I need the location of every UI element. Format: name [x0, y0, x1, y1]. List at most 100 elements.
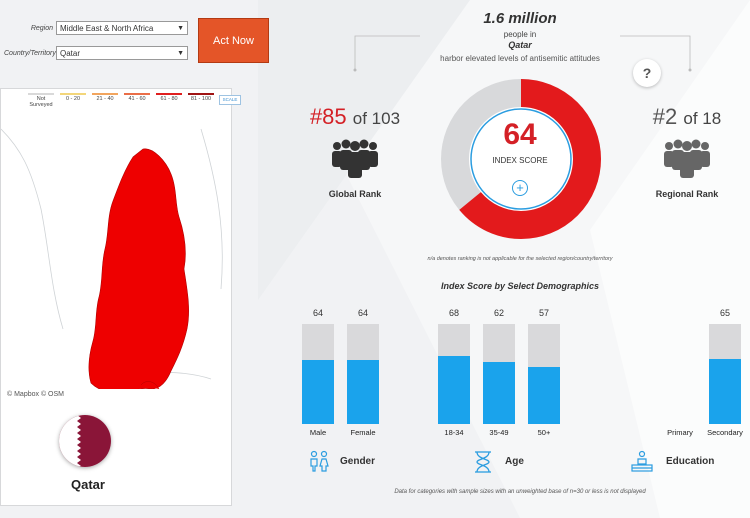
- bar-track: [528, 324, 560, 424]
- chevron-down-icon: ▼: [177, 24, 184, 32]
- coastline-line: [200, 128, 223, 290]
- demographic-bar[interactable]: 68: [438, 308, 470, 424]
- country-value: Qatar: [60, 48, 81, 58]
- act-now-button[interactable]: Act Now: [198, 18, 269, 63]
- bar-category-label: 35-49: [489, 428, 509, 437]
- coastline-line: [1, 128, 64, 330]
- index-score-value: 64: [503, 118, 537, 151]
- group-label-education: Education: [666, 456, 715, 467]
- country-filter: Country/Territory Qatar ▼: [4, 46, 188, 60]
- legend-swatch: [92, 93, 118, 95]
- legend-item: 0 - 20: [59, 93, 87, 108]
- scale-button[interactable]: SCALE: [219, 95, 241, 105]
- bar-category-label: Female: [350, 428, 376, 437]
- index-score-donut: [441, 79, 601, 239]
- legend-label: Not Surveyed: [29, 96, 53, 109]
- region-filter: Region Middle East & North Africa ▼: [4, 21, 188, 35]
- legend-item: 21 - 40: [91, 93, 119, 108]
- bar-category-label: 18-34: [444, 428, 464, 437]
- map-attribution[interactable]: © Mapbox © OSM: [7, 391, 64, 398]
- headline-number: 1.6 million: [483, 10, 557, 27]
- bar-track: [483, 324, 515, 424]
- bar-track: [438, 324, 470, 424]
- group-label-age: Age: [505, 456, 524, 467]
- legend-swatch: [28, 93, 54, 95]
- bar-category-label: Secondary: [707, 428, 743, 437]
- legend-swatch: [156, 93, 182, 95]
- bar-track: [347, 324, 379, 424]
- people-group-icon: [664, 139, 710, 178]
- hourglass-icon: [475, 451, 491, 473]
- country-label: Country/Territory: [4, 49, 56, 57]
- bar-fill: [347, 360, 379, 424]
- legend-label: 21 - 40: [96, 96, 114, 102]
- island-shape: [140, 381, 160, 389]
- regional-rank-value: #2 of 18: [622, 104, 750, 130]
- global-rank: #85 of 103 Global Rank: [290, 104, 420, 199]
- group-label-gender: Gender: [340, 456, 376, 467]
- education-icon: [631, 450, 653, 472]
- index-score-label: INDEX SCORE: [492, 156, 548, 165]
- legend-item: 41 - 60: [123, 93, 151, 108]
- legend-label: 81 - 100: [190, 96, 212, 102]
- bar-track: [302, 324, 334, 424]
- qatar-map[interactable]: [1, 89, 231, 389]
- legend-item: 61 - 80: [155, 93, 183, 108]
- demographic-bar[interactable]: 62: [483, 308, 515, 424]
- regional-rank-number: #2: [652, 104, 678, 129]
- country-select[interactable]: Qatar ▼: [56, 46, 188, 60]
- country-name: Qatar: [71, 477, 105, 492]
- map-panel[interactable]: Not Surveyed 0 - 20 21 - 40 41 - 60 61 - 80 8…: [0, 88, 241, 506]
- regional-rank: #2 of 18 Regional Rank: [622, 104, 750, 199]
- demographic-bar[interactable]: 64: [347, 308, 379, 424]
- global-rank-number: #85: [309, 104, 347, 129]
- headline-description: harbor elevated levels of antisemitic at…: [440, 54, 600, 63]
- donut-score-arc: [441, 79, 601, 239]
- bar-track: [709, 324, 741, 424]
- bar-category-label: Primary: [667, 428, 693, 437]
- legend-label: 61 - 80: [160, 96, 178, 102]
- bar-value-label: 64: [312, 308, 323, 318]
- gender-icon: [310, 450, 329, 472]
- regional-rank-of: of 18: [683, 109, 722, 128]
- legend-swatch: [188, 93, 214, 95]
- donut-inner-ring: [470, 108, 572, 210]
- bar-value-label: 64: [357, 308, 368, 318]
- global-rank-value: #85 of 103: [290, 104, 420, 130]
- region-select[interactable]: Middle East & North Africa ▼: [56, 21, 188, 35]
- plus-icon[interactable]: +: [512, 180, 528, 196]
- people-group-icon: [332, 139, 378, 178]
- demographic-bar[interactable]: 65: [709, 308, 741, 424]
- legend-item: 81 - 100: [187, 93, 215, 108]
- legend-swatch: [124, 93, 150, 95]
- country-shape: [88, 148, 189, 389]
- headline-people-in: people in: [503, 30, 537, 39]
- global-rank-label: Global Rank: [328, 189, 382, 199]
- bar-fill: [438, 356, 470, 424]
- bar-value-label: 68: [448, 308, 459, 318]
- global-rank-of: of 103: [352, 109, 401, 128]
- regional-rank-label: Regional Rank: [655, 189, 719, 199]
- bar-fill: [483, 362, 515, 424]
- chevron-down-icon: ▼: [177, 49, 184, 57]
- bar-category-label: Male: [309, 428, 327, 437]
- footnote: Data for categories with sample sizes wi…: [394, 489, 646, 495]
- legend-item: Not Surveyed: [27, 93, 55, 108]
- demographic-bar[interactable]: 64: [302, 308, 334, 424]
- map-legend: Not Surveyed 0 - 20 21 - 40 41 - 60 61 - 80 8…: [27, 93, 215, 108]
- help-button[interactable]: ?: [633, 59, 661, 87]
- region-value: Middle East & North Africa: [60, 23, 154, 33]
- region-label: Region: [30, 24, 53, 32]
- bar-fill: [528, 367, 560, 424]
- bar-value-label: 57: [538, 308, 549, 318]
- bar-value-label: 62: [493, 308, 504, 318]
- legend-swatch: [60, 93, 86, 95]
- bar-category-label: 50+: [537, 428, 551, 437]
- qatar-flag-icon: [59, 415, 111, 467]
- demographic-bar[interactable]: 57: [528, 308, 560, 424]
- bar-fill: [302, 360, 334, 424]
- bar-value-label: 65: [719, 308, 730, 318]
- headline-country: Qatar: [508, 40, 532, 50]
- legend-label: 41 - 60: [128, 96, 146, 102]
